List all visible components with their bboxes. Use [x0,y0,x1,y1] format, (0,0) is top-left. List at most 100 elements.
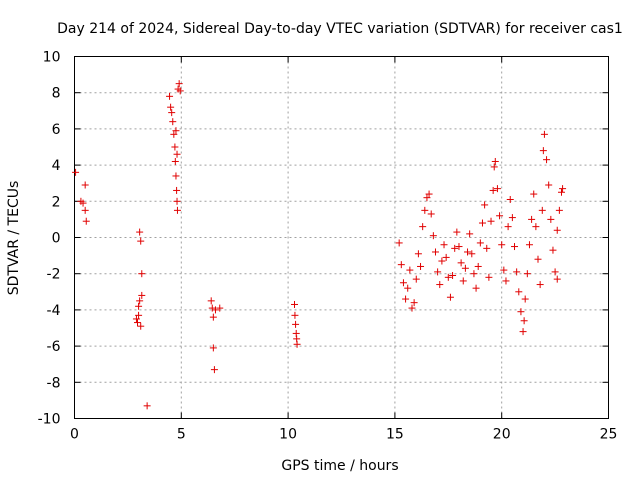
data-point [485,273,493,281]
data-point [402,295,410,303]
data-point [216,304,224,312]
y-tick-label: -4 [47,303,61,319]
data-point [423,194,431,202]
data-point [466,230,474,238]
data-point [136,228,144,236]
axis-ticks: 0 5 10 15 20 25 -10 -8 -6 -4 -2 0 2 4 6 8 10 [38,50,618,443]
data-point [461,264,469,272]
data-point [436,281,444,289]
data-point [553,275,561,283]
data-point [449,272,457,280]
data-point [496,212,504,220]
data-point [500,266,508,274]
data-point [211,306,219,314]
data-point [431,248,439,256]
data-point [171,143,179,151]
x-tick-label: 5 [177,427,186,443]
data-point [397,261,405,269]
y-tick-label: 2 [52,194,61,210]
data-point [138,270,146,278]
data-point [395,239,403,247]
data-point [175,80,183,88]
y-tick-label: 4 [52,158,61,174]
data-point [543,156,551,164]
data-point [520,317,528,325]
data-point [434,268,442,276]
data-point [132,315,140,323]
data-point [474,262,482,270]
data-point [404,284,412,292]
data-point [470,270,478,278]
y-tick-label: -6 [47,339,61,355]
y-axis-label: SDTVAR / TECUs [6,181,22,296]
data-point [551,268,559,276]
data-point [528,215,536,223]
data-point [406,266,414,274]
data-point [429,232,437,240]
data-point [171,157,179,165]
x-tick-label: 20 [493,427,511,443]
data-point [502,277,510,285]
data-point [427,210,435,218]
data-point [513,268,521,276]
y-tick-label: 6 [52,122,61,138]
data-point [490,163,498,171]
data-point [523,270,531,278]
data-point [558,188,566,196]
data-point [81,206,89,214]
data-point [455,243,463,251]
data-point [487,217,495,225]
data-point [412,275,420,283]
data-point [468,250,476,258]
data-point [135,311,143,319]
data-point [173,197,181,205]
data-point [517,308,525,316]
data-point [172,172,180,180]
data-point [464,248,472,256]
data-point [210,366,218,374]
y-tick-label: -10 [38,412,61,428]
data-point [540,130,548,138]
data-point [559,185,567,193]
data-point [491,157,499,165]
data-point [508,214,516,222]
x-tick-label: 0 [70,427,79,443]
data-point [515,288,523,296]
data-point [457,259,465,267]
data-point [444,273,452,281]
x-tick-label: 10 [279,427,297,443]
y-tick-label: -2 [47,267,61,283]
x-tick-label: 15 [386,427,404,443]
data-point [525,241,533,249]
data-point [538,206,546,214]
data-point [453,228,461,236]
data-point [451,244,459,252]
data-point [173,206,181,214]
data-points [72,80,567,410]
data-point [446,293,454,301]
data-point [172,127,180,135]
data-point [143,402,151,410]
grid [74,56,609,419]
data-point [208,304,216,312]
data-point [493,185,501,193]
data-point [425,190,433,198]
data-point [138,291,146,299]
data-point [419,223,427,231]
data-point [134,319,142,327]
data-point [536,281,544,289]
data-point [553,226,561,234]
data-point [539,147,547,155]
data-point [506,195,514,203]
data-point [167,103,175,111]
data-point [293,340,301,348]
data-point [547,215,555,223]
y-tick-label: 0 [52,231,61,247]
data-point [489,186,497,194]
data-point [414,250,422,258]
data-point [478,219,486,227]
data-point [519,328,527,336]
data-point [399,279,407,287]
data-point [292,320,300,328]
